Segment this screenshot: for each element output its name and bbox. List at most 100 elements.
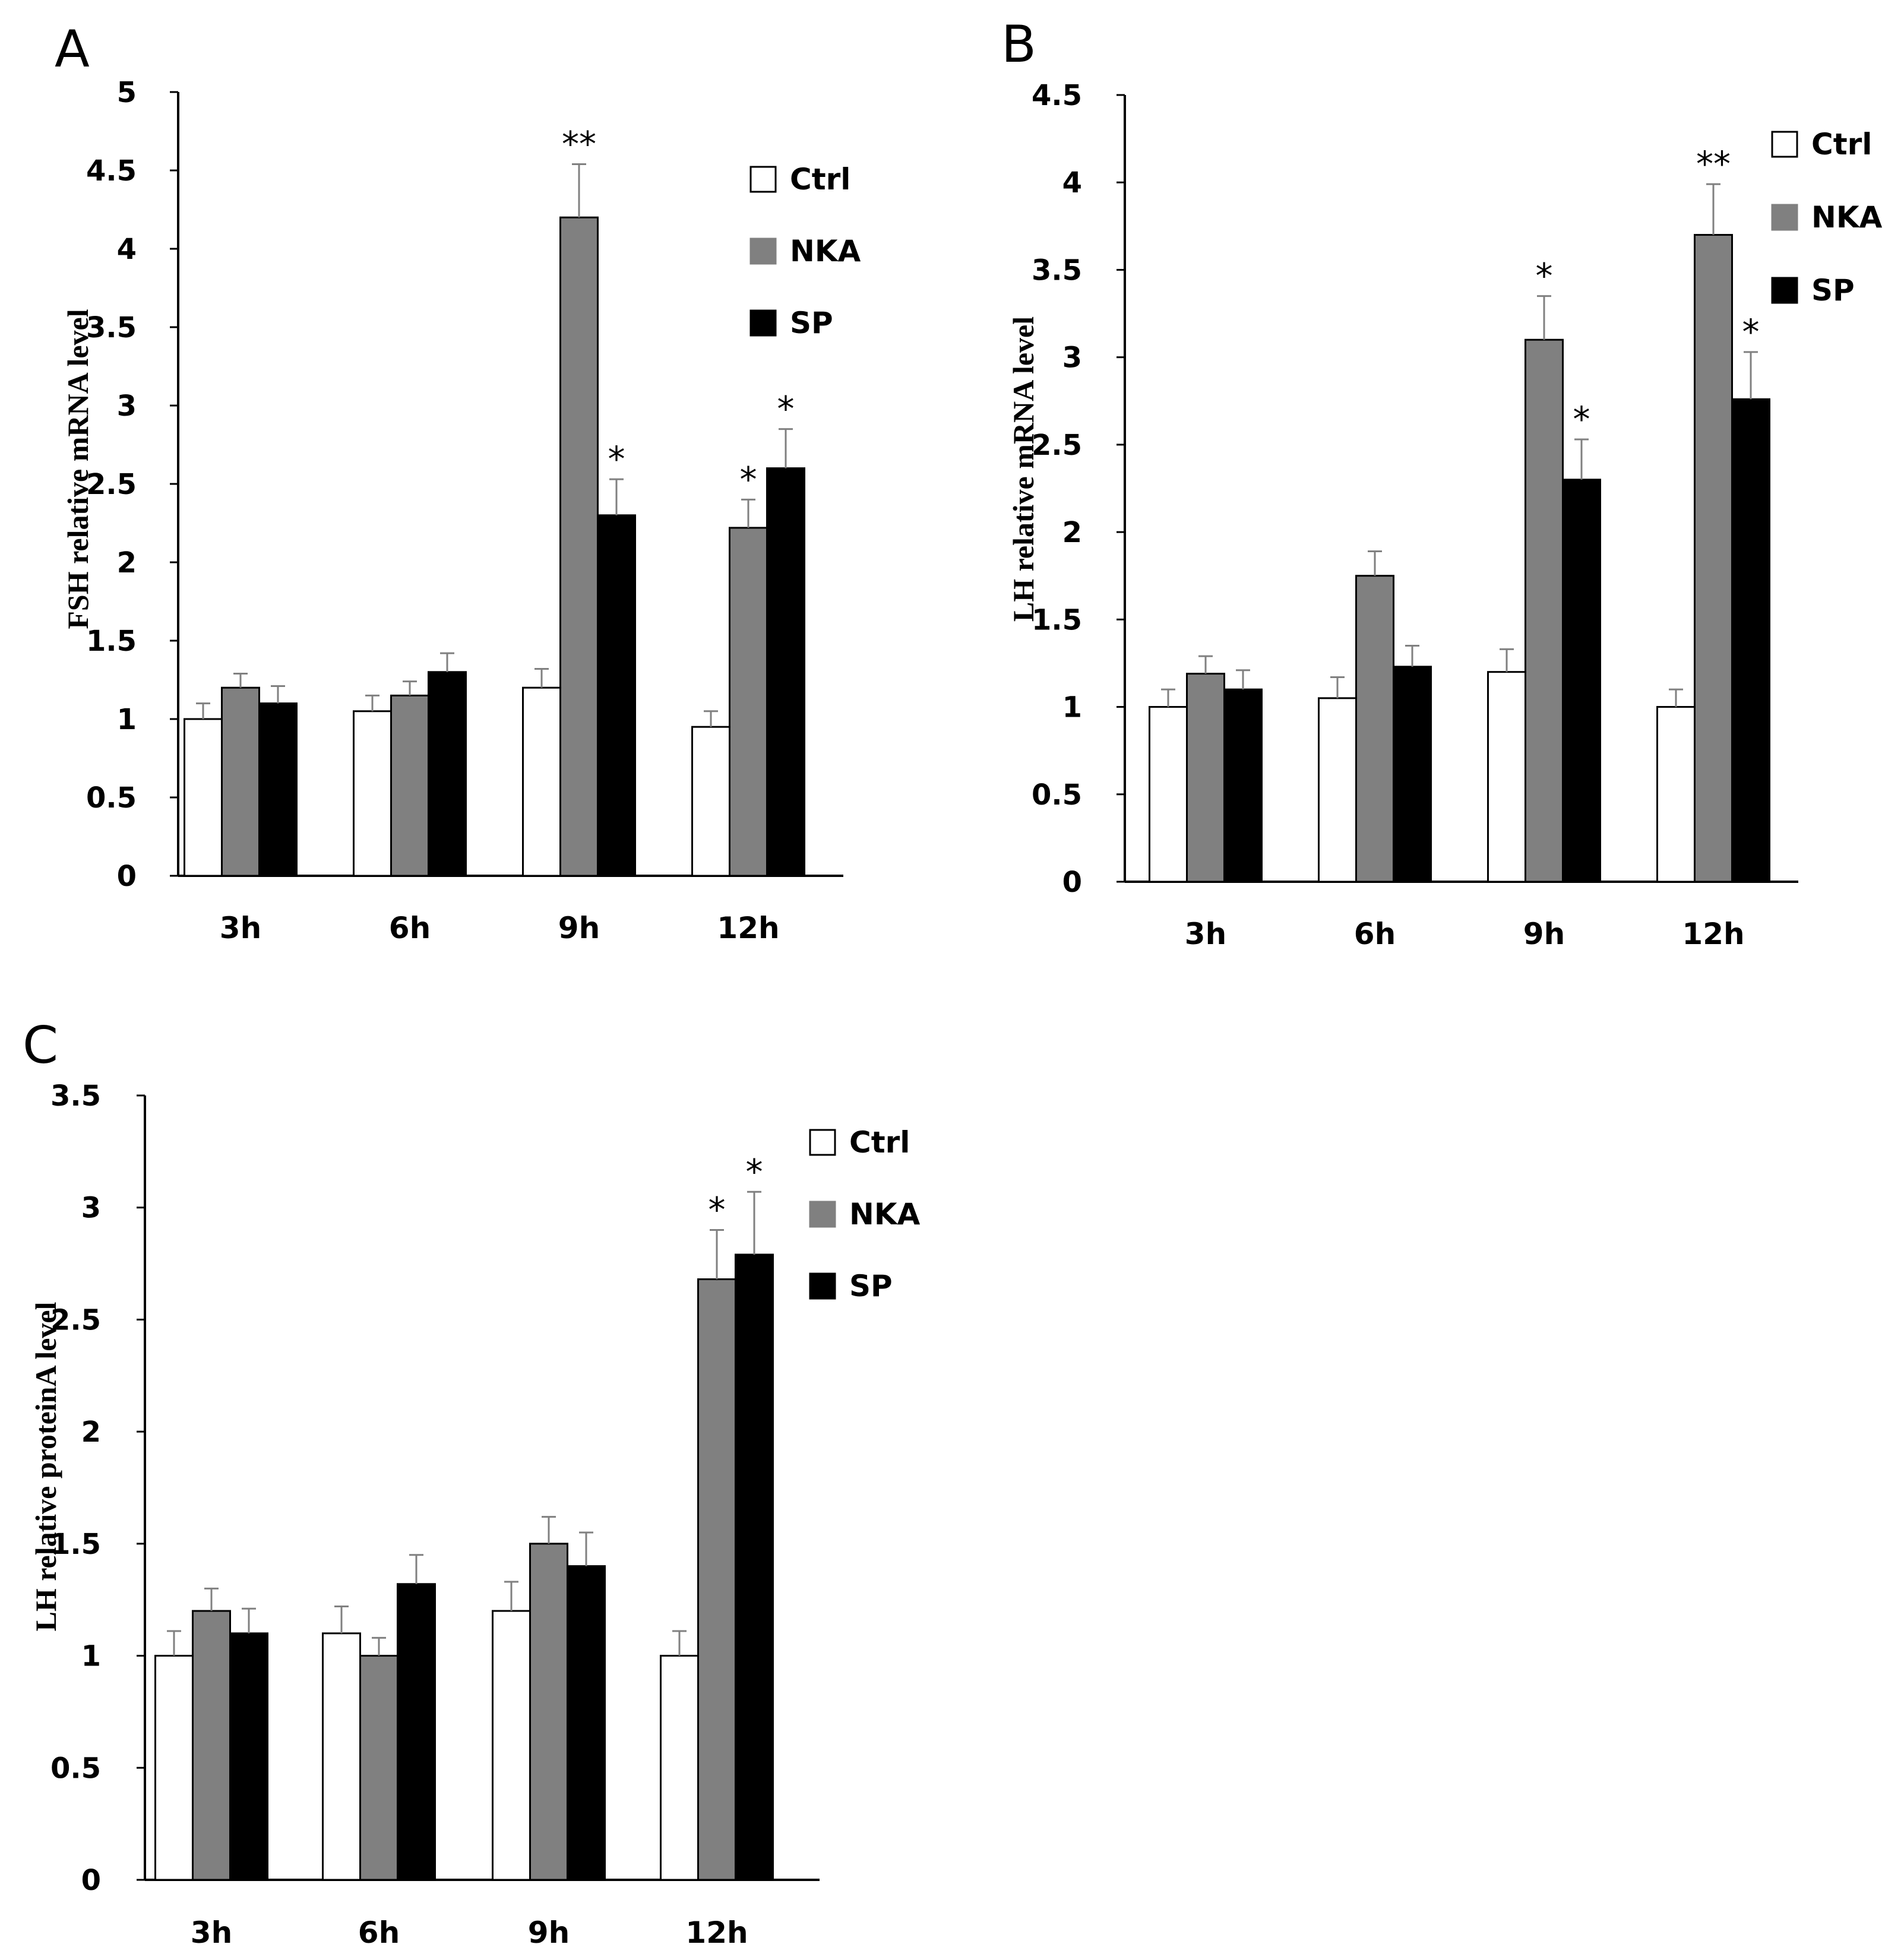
panel-b-significance-marker: **: [1696, 144, 1731, 184]
panel-a-y-tick-label: 1: [117, 703, 137, 736]
panel-b-y-tick-label: 2.5: [1032, 429, 1082, 462]
panel-a-y-tick-label: 3.5: [86, 311, 137, 344]
panel-b-y-tick-label: 4.5: [1032, 79, 1082, 112]
panel-c-y-tick-label: 1.5: [50, 1528, 101, 1561]
panel-a-legend-swatch-sp: [749, 309, 777, 337]
panel-c-bar-sp-3h: [229, 1632, 268, 1881]
panel-b-x-tick-label: 9h: [1523, 917, 1565, 951]
panel-letter-a: A: [55, 20, 90, 79]
panel-b-legend-label-ctrl: Ctrl: [1811, 127, 1872, 162]
panel-c-bar-nka-3h: [192, 1610, 231, 1881]
panel-a-legend-swatch-ctrl: [749, 166, 777, 193]
panel-a-legend-label-nka: NKA: [790, 234, 861, 268]
panel-a-bar-ctrl-9h: [522, 686, 561, 877]
panel-c-x-tick-label: 3h: [191, 1915, 232, 1950]
panel-a-x-tick-label: 12h: [717, 911, 779, 945]
panel-a-bar-sp-6h: [428, 671, 467, 877]
panel-a-bar-nka-12h: [729, 527, 768, 877]
panel-c-significance-marker: *: [746, 1151, 763, 1192]
panel-b-x-tick-label: 3h: [1185, 917, 1226, 951]
panel-a-bar-sp-9h: [597, 514, 636, 877]
panel-c-legend-label-sp: SP: [849, 1269, 893, 1303]
panel-a-significance-marker: *: [777, 389, 795, 429]
panel-c-y-tick-label: 0.5: [50, 1752, 101, 1785]
panel-b-ylabel: LH relative mRNA level: [1007, 316, 1040, 622]
panel-b-significance-marker: *: [1573, 399, 1590, 439]
panel-a-y-tick-label: 2.5: [86, 468, 137, 501]
panel-c-y-tick-label: 1: [81, 1640, 101, 1673]
panel-a-x-tick-label: 3h: [220, 911, 261, 945]
panel-a-bar-ctrl-12h: [691, 726, 730, 877]
panel-a-y-tick-label: 0.5: [86, 781, 137, 815]
panel-c-significance-marker: *: [709, 1189, 726, 1230]
panel-b-legend-swatch-ctrl: [1771, 131, 1798, 158]
panel-c-bar-nka-6h: [359, 1655, 398, 1881]
panel-c-y-tick-label: 3.5: [50, 1079, 101, 1113]
panel-b-y-tick-label: 0: [1062, 866, 1082, 899]
panel-b-bar-ctrl-3h: [1149, 706, 1188, 883]
panel-a-bar-nka-9h: [559, 216, 599, 877]
panel-c-ylabel: LH relative proteinA level: [29, 1302, 62, 1631]
panel-c-bar-nka-9h: [529, 1543, 568, 1881]
panel-b-legend-swatch-nka: [1771, 204, 1798, 231]
panel-b-y-tick-label: 4: [1062, 166, 1082, 200]
panel-b-bar-sp-12h: [1731, 398, 1770, 883]
panel-b-y-tick-label: 3.5: [1032, 254, 1082, 287]
panel-a: A FSH relative mRNA level 0 0.5 1 1.5 2 2.5 3 3…: [55, 20, 861, 945]
panel-a-significance-marker: **: [562, 124, 596, 164]
panel-c-bar-ctrl-3h: [154, 1655, 194, 1881]
panel-a-y-tick-label: 1.5: [86, 625, 137, 658]
panel-b-x-tick-label: 12h: [1682, 917, 1744, 951]
panel-c-x-tick-label: 6h: [358, 1915, 400, 1950]
panel-a-bar-ctrl-3h: [184, 718, 223, 877]
panel-a-y-tick-label: 4.5: [86, 154, 137, 188]
panel-b-bar-sp-6h: [1393, 666, 1432, 883]
panel-b-legend-label-sp: SP: [1811, 273, 1855, 308]
panel-a-x-tick-label: 6h: [389, 911, 431, 945]
panel-a-bar-sp-12h: [766, 467, 805, 877]
panel-c-bar-sp-9h: [567, 1565, 606, 1881]
panel-a-bar-nka-6h: [390, 694, 429, 877]
panel-a-bar-nka-3h: [221, 686, 260, 877]
panel-b-legend-swatch-sp: [1771, 277, 1798, 304]
panel-b-y-tick-label: 1: [1062, 691, 1082, 724]
panel-a-legend-swatch-nka: [749, 238, 777, 265]
panel-a-bar-sp-3h: [258, 702, 298, 877]
panel-b-y-tick-label: 0.5: [1032, 778, 1082, 812]
panel-b-bar-nka-3h: [1186, 673, 1225, 883]
panel-a-bar-ctrl-6h: [353, 710, 392, 877]
panel-b-y-tick-label: 3: [1062, 341, 1082, 375]
panel-c-legend-label-nka: NKA: [849, 1197, 921, 1231]
panel-c-y-tick-label: 3: [81, 1192, 101, 1225]
panel-c-y-tick-label: 0: [81, 1864, 101, 1897]
panel-b-significance-marker: *: [1742, 312, 1760, 352]
panel-c-legend-label-ctrl: Ctrl: [849, 1125, 910, 1160]
panel-a-y-tick-label: 3: [117, 390, 137, 423]
panel-c-bar-ctrl-6h: [322, 1632, 361, 1881]
panel-a-legend-label-ctrl: Ctrl: [790, 162, 850, 197]
panel-letter-c: C: [23, 1016, 58, 1075]
panel-c-bar-sp-6h: [397, 1583, 436, 1881]
panel-a-significance-marker: *: [740, 459, 757, 499]
panel-c-y-tick-label: 2.5: [50, 1303, 101, 1337]
panel-b-y-tick-label: 1.5: [1032, 603, 1082, 637]
panel-c-bar-ctrl-9h: [492, 1610, 531, 1881]
panel-b-bar-sp-3h: [1223, 688, 1263, 883]
panel-c-x-tick-label: 12h: [685, 1915, 748, 1950]
panel-c-bar-ctrl-12h: [660, 1655, 699, 1881]
panel-b-bar-nka-12h: [1694, 234, 1733, 883]
panel-c-legend-swatch-ctrl: [809, 1129, 836, 1156]
panel-b-y-tick-label: 2: [1062, 516, 1082, 549]
panel-b-bar-nka-9h: [1525, 338, 1564, 883]
panel-b-x-tick-label: 6h: [1354, 917, 1396, 951]
panel-a-y-tick-label: 0: [117, 860, 137, 893]
panel-b-bar-ctrl-6h: [1318, 697, 1357, 883]
panel-c-legend-swatch-sp: [809, 1272, 836, 1300]
panel-letter-b: B: [1001, 15, 1036, 74]
panel-c-legend-swatch-nka: [809, 1201, 836, 1228]
panel-a-legend-label-sp: SP: [790, 306, 833, 340]
panel-c: C LH relative proteinA level 0 0.5 1 1.5 2 2.…: [23, 1016, 921, 1950]
panel-a-x-tick-label: 9h: [558, 911, 600, 945]
panel-c-bar-sp-12h: [735, 1253, 774, 1881]
